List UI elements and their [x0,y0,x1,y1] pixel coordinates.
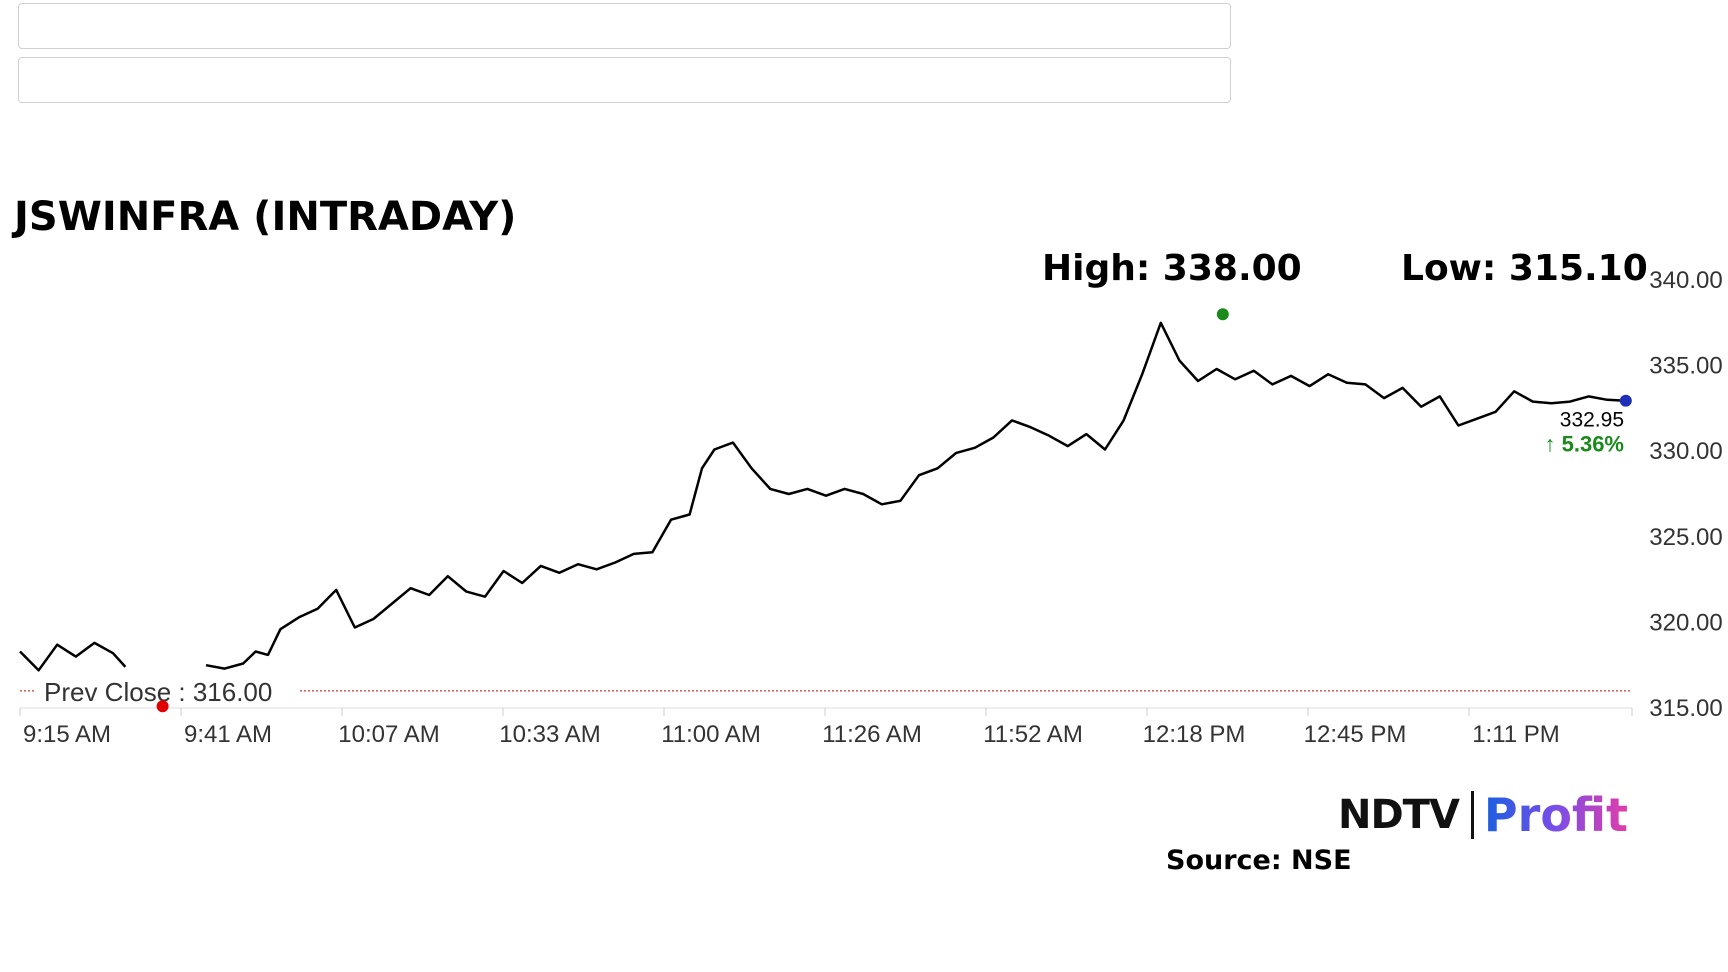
y-tick-label: 325.00 [1649,524,1722,551]
last-price-bg [1552,406,1628,459]
high-marker [1216,308,1229,321]
logo-separator [1470,791,1474,839]
y-tick-label: 335.00 [1649,353,1722,380]
y-tick-label: 315.00 [1649,695,1722,722]
prev-close-label: Prev Close : 316.00 [44,677,272,707]
x-tick-label: 9:15 AM [23,721,111,748]
x-axis: 9:15 AM 9:41 AM 10:07 AM 10:33 AM 11:00 AM 11… [19,707,1633,748]
x-tick-label: 10:07 AM [338,721,439,748]
x-tick-label: 11:52 AM [983,721,1083,748]
last-price-marker [1619,394,1632,407]
y-tick-label: 320.00 [1649,609,1722,636]
input-field-2[interactable] [18,57,1231,103]
logo-profit: Profit [1483,788,1629,842]
price-line [19,321,1626,672]
x-tick-label: 11:26 AM [822,721,922,748]
low-label: Low: 315.10 [1401,248,1648,289]
prev-close-label-bg [36,676,298,705]
change-percent: ↑ 5.36% [1545,432,1625,457]
input-field-1[interactable] [18,3,1231,49]
x-tick-label: 10:33 AM [499,721,600,748]
high-label: High: 338.00 [1042,248,1302,289]
x-tick-label: 12:45 PM [1304,721,1407,748]
y-tick-label: 330.00 [1649,438,1722,465]
ndtv-profit-logo: NDTV Profit [1338,787,1628,843]
x-tick-label: 12:18 PM [1143,721,1246,748]
chart-title: JSWINFRA (INTRADAY) [11,194,516,240]
x-tick-label: 9:41 AM [184,721,272,748]
x-tick-label: 11:00 AM [661,721,761,748]
source-label: Source: NSE [1166,845,1352,876]
y-tick-label: 340.00 [1649,267,1722,294]
logo-ndtv: NDTV [1338,792,1460,838]
last-price-label: 332.95 [1560,409,1624,432]
x-tick-label: 1:11 PM [1472,721,1560,748]
low-marker [156,700,169,713]
price-series [19,321,1626,672]
y-axis: 315.00 320.00 325.00 330.00 335.00 340.00 [1649,267,1722,722]
